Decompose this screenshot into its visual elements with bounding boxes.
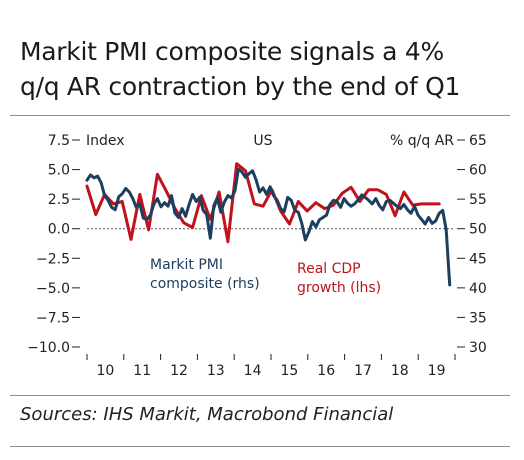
y-left-tick-label: −5.0: [36, 281, 70, 297]
y-left-tick-label: −2.5: [36, 251, 70, 267]
y-left-tick-label: −7.5: [36, 310, 70, 326]
y-right-tick-label: 45: [469, 251, 487, 267]
sources-note: Sources: IHS Markit, Macrobond Financial: [20, 404, 394, 425]
y-right-tick-label: 60: [469, 163, 487, 179]
y-left-tick-label: 5.0: [48, 163, 70, 179]
x-tick-label: 13: [207, 363, 225, 379]
chart-title-line-1: Markit PMI composite signals a 4%: [20, 37, 444, 66]
y-right-tick-label: 40: [469, 281, 487, 297]
y-left-axis-label: Index: [86, 133, 125, 149]
x-tick-label: 10: [96, 363, 114, 379]
labels-layer: Index US % q/q AR Markit PMI composite (rhs)…: [86, 133, 454, 296]
x-tick-label: 12: [170, 363, 188, 379]
chart-panel: 7.5 65 5.0 60 2.5 55 0.0 50 −2.5 45 −5.0 40 −7.5 35 −1…: [10, 116, 510, 394]
gdp-series-label: Real CDP: [297, 261, 361, 277]
x-tick-label: 14: [244, 363, 262, 379]
y-right-tick-label: 30: [469, 340, 487, 356]
x-tick-label: 15: [280, 363, 298, 379]
y-left-tick-label: 2.5: [48, 192, 70, 208]
series-layer: [85, 162, 452, 287]
chart-svg: 7.5 65 5.0 60 2.5 55 0.0 50 −2.5 45 −5.0 40 −7.5 35 −1…: [27, 133, 487, 379]
y-right-tick-label: 50: [469, 222, 487, 238]
y-left-tick-label: −10.0: [27, 340, 70, 356]
y-right-tick-label: 65: [469, 133, 487, 149]
y-right-tick-label: 55: [469, 192, 487, 208]
y-left-tick-label: 7.5: [48, 133, 70, 149]
pmi-series-label: Markit PMI: [150, 257, 223, 273]
footer-divider: [10, 446, 510, 447]
chart-subtitle: US: [253, 133, 272, 149]
pmi-composite-line: [85, 167, 452, 287]
x-tick-label: 17: [354, 363, 372, 379]
x-tick-label: 19: [428, 363, 446, 379]
x-tick-label: 11: [133, 363, 151, 379]
bottom-divider: [10, 395, 510, 396]
chart-title: Markit PMI composite signals a 4% q/q AR…: [20, 34, 510, 104]
y-right-axis-label: % q/q AR: [390, 133, 454, 149]
y-right-tick-label: 35: [469, 310, 487, 326]
chart-title-line-2: q/q AR contraction by the end of Q1: [20, 72, 461, 101]
x-tick-label: 18: [391, 363, 409, 379]
axes-layer: 7.5 65 5.0 60 2.5 55 0.0 50 −2.5 45 −5.0 40 −7.5 35 −1…: [27, 133, 487, 379]
top-divider: [10, 115, 510, 116]
y-left-tick-label: 0.0: [48, 222, 70, 238]
x-tick-label: 16: [317, 363, 335, 379]
gdp-series-label: growth (lhs): [297, 280, 381, 296]
pmi-series-label: composite (rhs): [150, 276, 260, 292]
